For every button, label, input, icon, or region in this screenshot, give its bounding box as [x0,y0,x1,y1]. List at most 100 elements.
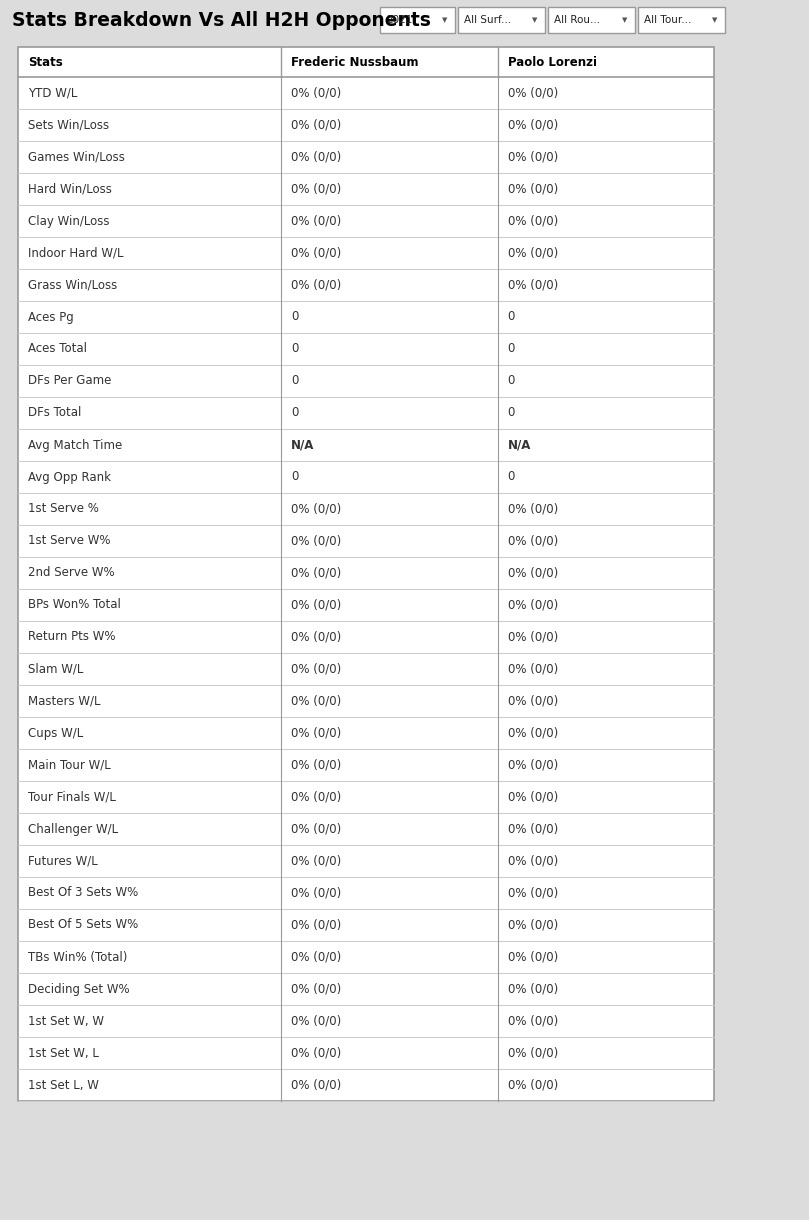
Text: 0% (0/0): 0% (0/0) [507,566,557,580]
Text: 0% (0/0): 0% (0/0) [291,1078,341,1092]
Text: 0% (0/0): 0% (0/0) [507,1047,557,1059]
Text: Deciding Set W%: Deciding Set W% [28,982,129,996]
Bar [548,7,635,33]
Text: 0% (0/0): 0% (0/0) [507,278,557,292]
Text: ▼: ▼ [622,17,628,23]
Text: Paolo Lorenzi: Paolo Lorenzi [507,55,596,68]
Bar [380,7,455,33]
Text: 0% (0/0): 0% (0/0) [507,982,557,996]
Text: 2nd Serve W%: 2nd Serve W% [28,566,115,580]
Text: ▼: ▼ [443,17,447,23]
Text: 0% (0/0): 0% (0/0) [291,215,341,227]
Text: 1st Serve W%: 1st Serve W% [28,534,111,548]
Text: Stats: Stats [28,55,63,68]
Text: 1st Set W, W: 1st Set W, W [28,1015,104,1027]
Text: 0% (0/0): 0% (0/0) [507,503,557,516]
Text: 0% (0/0): 0% (0/0) [291,534,341,548]
Text: 0% (0/0): 0% (0/0) [291,183,341,195]
Text: Sets Win/Loss: Sets Win/Loss [28,118,109,132]
Text: 0% (0/0): 0% (0/0) [507,887,557,899]
Text: 0% (0/0): 0% (0/0) [291,662,341,676]
Text: Indoor Hard W/L: Indoor Hard W/L [28,246,124,260]
Text: 0% (0/0): 0% (0/0) [291,982,341,996]
Text: All Tour...: All Tour... [644,15,692,24]
Text: All Rou...: All Rou... [554,15,600,24]
Text: 0% (0/0): 0% (0/0) [507,215,557,227]
Text: 0% (0/0): 0% (0/0) [291,503,341,516]
Text: 0% (0/0): 0% (0/0) [507,87,557,100]
Text: 0% (0/0): 0% (0/0) [291,118,341,132]
Bar [458,7,545,33]
Text: 0% (0/0): 0% (0/0) [507,150,557,163]
Text: 0% (0/0): 0% (0/0) [291,887,341,899]
Text: YTD W/L: YTD W/L [28,87,78,100]
Text: Futures W/L: Futures W/L [28,854,98,867]
Text: 0% (0/0): 0% (0/0) [507,183,557,195]
Text: Frederic Nussbaum: Frederic Nussbaum [291,55,418,68]
Text: TBs Win% (Total): TBs Win% (Total) [28,950,127,964]
Text: 0% (0/0): 0% (0/0) [507,791,557,804]
Text: 0% (0/0): 0% (0/0) [507,1015,557,1027]
Text: 1st Set L, W: 1st Set L, W [28,1078,99,1092]
Text: 0% (0/0): 0% (0/0) [507,1078,557,1092]
Text: Main Tour W/L: Main Tour W/L [28,759,111,771]
Text: 0: 0 [507,471,515,483]
Text: 0: 0 [507,406,515,420]
Text: Cups W/L: Cups W/L [28,726,83,739]
Text: 0% (0/0): 0% (0/0) [291,566,341,580]
Bar [638,7,725,33]
Text: 0% (0/0): 0% (0/0) [507,950,557,964]
Text: BPs Won% Total: BPs Won% Total [28,599,121,611]
Text: Aces Total: Aces Total [28,343,87,355]
Text: Return Pts W%: Return Pts W% [28,631,116,643]
Text: 0: 0 [291,343,299,355]
Text: 0% (0/0): 0% (0/0) [291,759,341,771]
Text: Aces Pg: Aces Pg [28,311,74,323]
Text: 0: 0 [291,375,299,388]
Text: N/A: N/A [291,438,315,451]
Text: 0% (0/0): 0% (0/0) [291,822,341,836]
Text: DFs Per Game: DFs Per Game [28,375,112,388]
Text: 0% (0/0): 0% (0/0) [291,919,341,932]
Text: Slam W/L: Slam W/L [28,662,83,676]
Bar [18,48,714,1100]
Text: 0: 0 [291,311,299,323]
Text: Best Of 5 Sets W%: Best Of 5 Sets W% [28,919,138,932]
Text: Games Win/Loss: Games Win/Loss [28,150,125,163]
Text: 1st Set W, L: 1st Set W, L [28,1047,99,1059]
Text: 0% (0/0): 0% (0/0) [507,854,557,867]
Text: 0% (0/0): 0% (0/0) [507,599,557,611]
Text: 0% (0/0): 0% (0/0) [291,87,341,100]
Text: 0% (0/0): 0% (0/0) [291,278,341,292]
Text: 2021: 2021 [386,15,413,24]
Text: 0% (0/0): 0% (0/0) [291,1047,341,1059]
Text: 0% (0/0): 0% (0/0) [291,854,341,867]
Text: 1st Serve %: 1st Serve % [28,503,99,516]
Text: 0% (0/0): 0% (0/0) [507,822,557,836]
Text: 0: 0 [507,343,515,355]
Text: 0% (0/0): 0% (0/0) [291,791,341,804]
Text: ▼: ▼ [712,17,718,23]
Text: Grass Win/Loss: Grass Win/Loss [28,278,117,292]
Text: 0% (0/0): 0% (0/0) [291,726,341,739]
Text: 0: 0 [291,471,299,483]
Text: 0% (0/0): 0% (0/0) [507,726,557,739]
Text: Hard Win/Loss: Hard Win/Loss [28,183,112,195]
Text: N/A: N/A [507,438,531,451]
Text: 0% (0/0): 0% (0/0) [507,118,557,132]
Text: 0% (0/0): 0% (0/0) [291,694,341,708]
Text: Challenger W/L: Challenger W/L [28,822,118,836]
Text: 0% (0/0): 0% (0/0) [291,631,341,643]
Text: 0% (0/0): 0% (0/0) [291,1015,341,1027]
Text: Tour Finals W/L: Tour Finals W/L [28,791,116,804]
Text: 0% (0/0): 0% (0/0) [291,950,341,964]
Text: 0% (0/0): 0% (0/0) [507,759,557,771]
Text: All Surf...: All Surf... [464,15,511,24]
Text: Avg Opp Rank: Avg Opp Rank [28,471,111,483]
Text: Avg Match Time: Avg Match Time [28,438,122,451]
Text: Clay Win/Loss: Clay Win/Loss [28,215,109,227]
Text: Masters W/L: Masters W/L [28,694,100,708]
Text: Best Of 3 Sets W%: Best Of 3 Sets W% [28,887,138,899]
Text: Stats Breakdown Vs All H2H Opponents: Stats Breakdown Vs All H2H Opponents [12,11,431,29]
Text: 0: 0 [507,375,515,388]
